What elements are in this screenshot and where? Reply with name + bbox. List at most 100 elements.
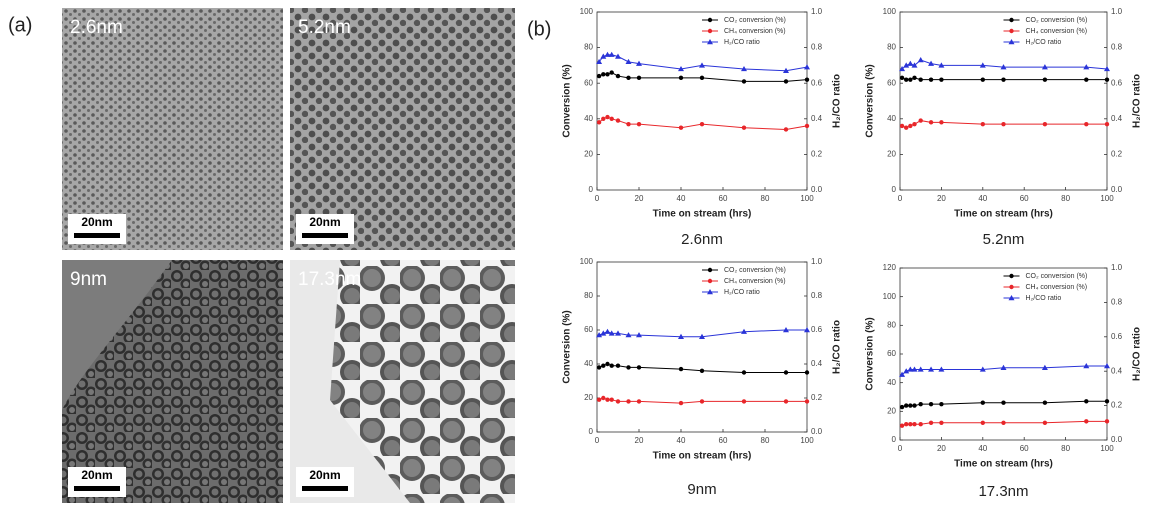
marker: [904, 125, 909, 130]
marker: [783, 327, 789, 333]
marker: [1042, 77, 1048, 82]
y2-tick-label: 0.4: [1111, 366, 1123, 375]
marker: [605, 397, 610, 402]
legend-label: H₂/CO ratio: [1026, 295, 1062, 302]
scale-bar-box: [68, 214, 126, 244]
legend-marker: [707, 267, 713, 273]
caption: 2.6nm: [681, 231, 723, 248]
marker: [928, 366, 935, 372]
marker: [615, 363, 621, 368]
marker: [1104, 65, 1110, 72]
x-tick-label: 0: [898, 444, 903, 453]
marker: [636, 332, 642, 338]
plot-frame: [899, 11, 1108, 191]
marker: [804, 64, 810, 70]
marker: [609, 70, 614, 75]
marker: [625, 58, 632, 65]
marker: [1000, 64, 1007, 70]
x-tick-label: 60: [1020, 444, 1029, 453]
marker: [907, 60, 914, 66]
marker: [904, 422, 909, 427]
scale-bar: [302, 233, 348, 238]
marker: [605, 361, 610, 367]
marker: [601, 116, 606, 122]
legend-marker: [1009, 284, 1014, 290]
y2-tick-label: 0.8: [811, 291, 823, 300]
y2-tick-label: 0.4: [811, 114, 823, 123]
marker: [939, 77, 944, 82]
x-tick-label: 20: [635, 194, 644, 203]
marker: [636, 60, 642, 66]
marker: [939, 401, 944, 407]
marker: [908, 403, 913, 408]
marker: [1000, 364, 1007, 370]
marker: [1042, 400, 1048, 405]
legend-label: H₂/CO ratio: [724, 39, 760, 46]
background-region: [290, 260, 410, 503]
marker: [899, 75, 905, 81]
caption: 17.3nm: [978, 483, 1028, 500]
plot-frame: [596, 261, 808, 433]
marker: [804, 77, 810, 82]
x-axis-label: Time on stream (hrs): [954, 209, 1053, 220]
y2-tick-label: 0.0: [1111, 185, 1123, 194]
y-tick-label: 40: [887, 378, 896, 387]
marker: [1104, 121, 1110, 127]
legend-marker: [707, 17, 713, 23]
marker: [636, 365, 642, 370]
marker: [907, 366, 914, 372]
marker: [911, 366, 918, 372]
y2-axis-label: H₂/CO ratio: [832, 320, 843, 374]
marker: [741, 65, 747, 72]
x-tick-label: 20: [937, 444, 946, 453]
x-tick-label: 100: [1100, 194, 1114, 203]
legend-label: H₂/CO ratio: [1026, 39, 1062, 46]
marker: [741, 79, 747, 84]
x-tick-label: 80: [761, 436, 770, 445]
marker: [626, 365, 631, 370]
marker: [604, 51, 611, 57]
marker: [699, 368, 705, 373]
x-tick-label: 80: [761, 194, 770, 203]
x-axis-label: Time on stream (hrs): [954, 459, 1053, 470]
marker: [899, 404, 905, 410]
marker: [1042, 420, 1048, 425]
marker: [741, 399, 747, 404]
caption: 5.2nm: [983, 231, 1025, 248]
y2-tick-label: 0.8: [811, 43, 823, 52]
marker: [596, 58, 603, 65]
marker: [912, 75, 917, 81]
y2-tick-label: 0.0: [811, 427, 823, 436]
marker: [741, 125, 747, 130]
marker: [678, 400, 684, 406]
marker: [928, 401, 934, 407]
marker: [899, 423, 905, 428]
marker: [609, 397, 614, 402]
size-label: 17.3nm: [298, 269, 361, 290]
y-tick-label: 20: [887, 406, 896, 415]
marker: [615, 399, 621, 404]
marker: [626, 399, 631, 404]
marker: [918, 118, 923, 123]
caption: 9nm: [687, 481, 716, 498]
marker: [908, 123, 913, 129]
marker: [699, 62, 705, 68]
marker: [939, 120, 944, 125]
scale-bar-box: [296, 214, 354, 244]
y-tick-label: 60: [584, 325, 593, 334]
tem-images: 2.6nm 20nm 5.2nm 20nm 9nm 20nm 17.3nm 20nm: [62, 8, 515, 503]
y-tick-label: 0: [589, 427, 594, 436]
marker: [678, 75, 684, 81]
y-axis-label: Conversion (%): [865, 64, 876, 137]
y2-tick-label: 0.4: [811, 359, 823, 368]
y2-tick-label: 0.0: [1111, 435, 1123, 444]
marker: [615, 330, 621, 336]
marker: [601, 395, 606, 401]
y-tick-label: 80: [584, 291, 593, 300]
legend-marker: [707, 289, 713, 295]
plot-frame: [899, 267, 1108, 441]
marker: [678, 333, 684, 339]
marker: [783, 399, 789, 404]
marker: [928, 77, 934, 82]
marker: [980, 121, 985, 127]
